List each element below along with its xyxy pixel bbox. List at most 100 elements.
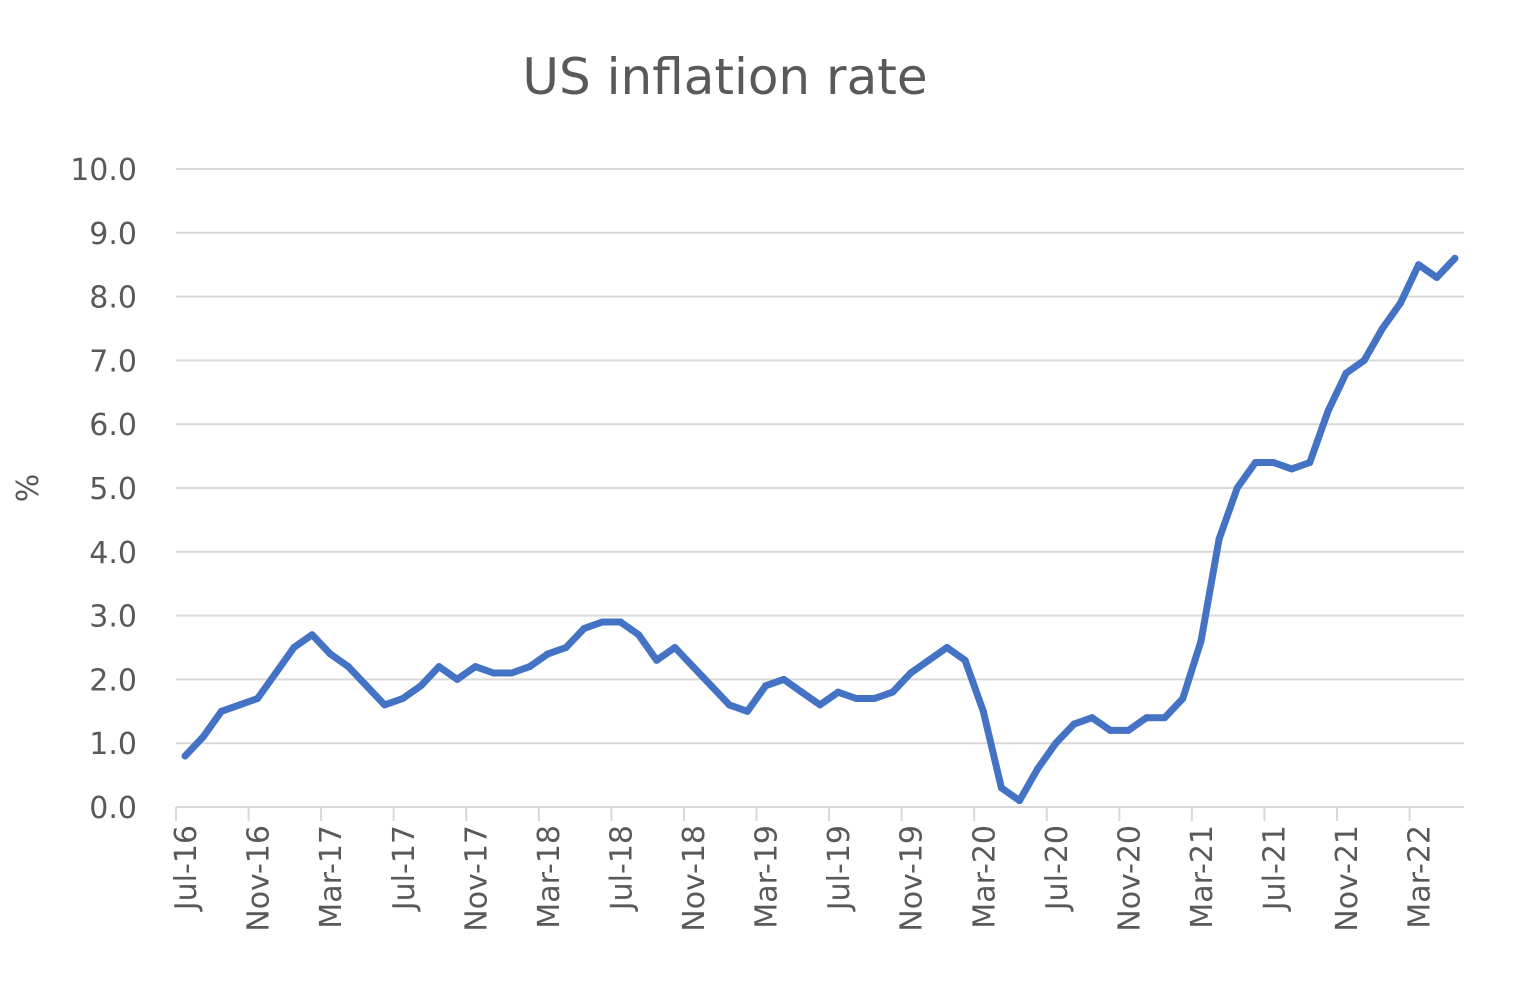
data-point	[489, 669, 497, 677]
series-layer	[181, 254, 1459, 805]
y-tick-label: 10.0	[70, 153, 137, 188]
data-point	[526, 663, 534, 671]
data-point	[1052, 739, 1060, 747]
data-point	[852, 695, 860, 703]
x-tick-label: Nov-17	[459, 825, 494, 932]
x-tick-label: Mar-22	[1403, 825, 1438, 929]
x-tick-label: Nov-18	[677, 825, 712, 932]
data-point	[290, 644, 298, 651]
y-tick-label: 6.0	[89, 408, 137, 443]
y-tick-label: 5.0	[89, 472, 137, 507]
data-point	[344, 663, 352, 671]
data-point	[453, 675, 461, 683]
data-point	[816, 701, 824, 709]
data-point	[1288, 465, 1296, 473]
data-point	[689, 663, 697, 671]
y-axis-label: %	[11, 474, 46, 503]
data-point	[1143, 714, 1151, 722]
data-point	[1161, 714, 1169, 722]
data-point	[780, 675, 788, 683]
x-tick-label: Jul-16	[169, 825, 204, 912]
data-point	[707, 682, 715, 690]
data-point	[743, 707, 751, 715]
y-tick-label: 9.0	[89, 217, 137, 252]
data-point	[399, 695, 407, 703]
data-point	[1124, 726, 1132, 734]
data-point	[725, 701, 733, 709]
data-point	[1397, 299, 1405, 307]
data-point	[961, 656, 969, 664]
gridlines	[176, 168, 1464, 745]
x-tick-label: Mar-18	[532, 825, 567, 929]
y-tick-label: 2.0	[89, 663, 137, 698]
series-line	[181, 254, 1459, 805]
data-point	[580, 624, 588, 632]
data-point	[1233, 484, 1241, 492]
data-point	[1251, 458, 1259, 466]
data-point	[1088, 714, 1096, 722]
data-point	[544, 650, 552, 658]
data-point	[798, 688, 806, 696]
data-point	[381, 701, 389, 709]
data-point	[1360, 356, 1368, 364]
data-point	[1215, 535, 1223, 543]
y-axis-ticks: 0.0 1.0 2.0 3.0 4.0 5.0 6.0 7.0 8.0 9.0 10.0	[70, 153, 137, 826]
data-point	[671, 644, 679, 651]
x-tick-label: Jul-21	[1258, 825, 1293, 912]
x-tick-label: Nov-21	[1330, 825, 1365, 932]
data-point	[979, 707, 987, 715]
data-point	[1179, 695, 1187, 703]
data-point	[1433, 273, 1441, 281]
data-point	[1306, 458, 1314, 466]
x-tick-label: Jul-18	[604, 825, 639, 912]
data-point	[1451, 254, 1459, 262]
x-tick-label: Mar-17	[314, 825, 349, 929]
data-point	[326, 650, 334, 658]
data-point	[272, 669, 280, 677]
y-tick-label: 3.0	[89, 600, 137, 635]
data-point	[635, 631, 643, 639]
data-point	[1378, 325, 1386, 332]
data-point	[653, 656, 661, 664]
data-point	[1070, 720, 1078, 728]
data-point	[1034, 765, 1042, 773]
y-tick-label: 8.0	[89, 281, 137, 316]
data-point	[1415, 261, 1423, 269]
y-tick-label: 7.0	[89, 344, 137, 379]
data-point	[907, 669, 915, 677]
data-point	[762, 682, 770, 690]
data-point	[1106, 726, 1114, 734]
data-point	[181, 752, 189, 760]
data-point	[435, 663, 443, 671]
data-point	[1197, 637, 1205, 645]
data-point	[834, 688, 842, 696]
data-point	[217, 707, 225, 715]
data-point	[1016, 797, 1024, 805]
x-tick-label: Nov-20	[1112, 825, 1147, 932]
x-tick-label: Jul-19	[822, 825, 857, 912]
chart-title: US inflation rate	[522, 48, 927, 106]
data-point	[1324, 407, 1332, 415]
data-point	[508, 669, 516, 677]
y-tick-label: 1.0	[89, 727, 137, 762]
data-point	[235, 701, 243, 709]
x-tick-label: Mar-20	[967, 825, 1002, 929]
x-tick-label: Mar-19	[750, 825, 785, 929]
x-tick-label: Nov-19	[895, 825, 930, 932]
data-point	[925, 656, 933, 664]
data-point	[362, 682, 370, 690]
data-point	[598, 618, 606, 626]
data-point	[254, 695, 262, 703]
data-point	[1270, 458, 1278, 466]
x-tick-label: Mar-21	[1185, 825, 1220, 929]
x-axis: Jul-16 Nov-16 Mar-17 Jul-17 Nov-17 Mar-18 Jul-…	[169, 806, 1464, 932]
x-tick-label: Jul-17	[387, 825, 422, 912]
data-point	[943, 644, 951, 651]
y-tick-label: 0.0	[89, 791, 137, 826]
data-point	[870, 695, 878, 703]
data-point	[471, 663, 479, 671]
data-point	[417, 682, 425, 690]
x-tick-label: Nov-16	[242, 825, 277, 932]
data-point	[997, 784, 1005, 792]
